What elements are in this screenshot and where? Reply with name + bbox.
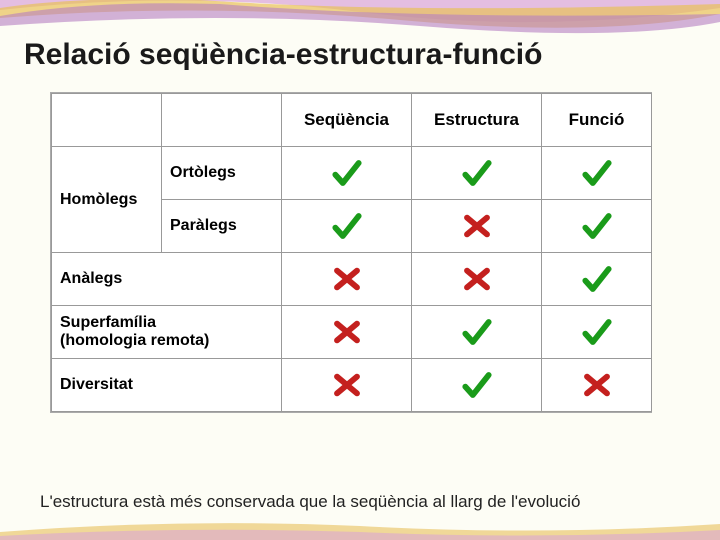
row-analegs: Anàlegs bbox=[52, 253, 282, 306]
cell bbox=[542, 200, 652, 253]
cell bbox=[542, 306, 652, 359]
cell bbox=[282, 306, 412, 359]
slide-caption: L'estructura està més conservada que la … bbox=[40, 492, 580, 512]
table-row: Superfamília (homologia remota) bbox=[52, 306, 652, 359]
cell bbox=[412, 359, 542, 412]
slide-title: Relació seqüència-estructura-funció bbox=[24, 38, 542, 72]
cell bbox=[412, 147, 542, 200]
row-superfamilia: Superfamília (homologia remota) bbox=[52, 306, 282, 359]
bottom-decoration bbox=[0, 514, 720, 540]
row-homolegs: Homòlegs bbox=[52, 147, 162, 253]
header-blank-1 bbox=[52, 94, 162, 147]
table-row: Anàlegs bbox=[52, 253, 652, 306]
cell bbox=[542, 359, 652, 412]
cell bbox=[542, 147, 652, 200]
header-funcio: Funció bbox=[542, 94, 652, 147]
cell bbox=[282, 147, 412, 200]
row-diversitat: Diversitat bbox=[52, 359, 282, 412]
row-paralegs: Paràlegs bbox=[162, 200, 282, 253]
cell bbox=[282, 200, 412, 253]
slide: Relació seqüència-estructura-funció Seqü… bbox=[0, 0, 720, 540]
cell bbox=[542, 253, 652, 306]
row-ortolegs: Ortòlegs bbox=[162, 147, 282, 200]
cell bbox=[412, 200, 542, 253]
superfamilia-sub: (homologia remota) bbox=[60, 332, 209, 349]
header-sequencia: Seqüència bbox=[282, 94, 412, 147]
table-row: Homòlegs Ortòlegs bbox=[52, 147, 652, 200]
header-estructura: Estructura bbox=[412, 94, 542, 147]
table-row: Diversitat bbox=[52, 359, 652, 412]
comparison-table: Seqüència Estructura Funció Homòlegs Ort… bbox=[50, 92, 652, 413]
top-decoration bbox=[0, 0, 720, 40]
cell bbox=[282, 253, 412, 306]
header-blank-2 bbox=[162, 94, 282, 147]
cell bbox=[282, 359, 412, 412]
cell bbox=[412, 306, 542, 359]
table-header-row: Seqüència Estructura Funció bbox=[52, 94, 652, 147]
cell bbox=[412, 253, 542, 306]
superfamilia-label: Superfamília bbox=[60, 314, 156, 331]
